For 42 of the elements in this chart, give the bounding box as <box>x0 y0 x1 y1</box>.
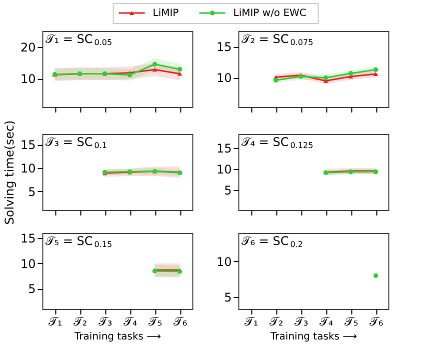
point <box>127 72 132 78</box>
x-tick-label: 𝒯₅ <box>148 314 162 328</box>
y-tick-label: 5 <box>224 290 232 304</box>
y-tick-label: 10 <box>216 254 232 269</box>
y-tick-label: 5 <box>28 282 36 296</box>
x-tick-label: 𝒯₁ <box>48 314 62 328</box>
x-tick-label: 𝒯₂ <box>73 314 88 328</box>
legend-label: LiMIP <box>152 8 179 19</box>
y-tick-label: 20 <box>20 40 36 54</box>
y-tick-label: 15 <box>20 232 36 246</box>
y-tick-label: 10 <box>20 162 36 176</box>
x-tick-label: 𝒯₄ <box>123 314 138 328</box>
y-tick-label: 10 <box>216 71 232 86</box>
y-tick-label: 5 <box>224 183 232 198</box>
x-tick-label: 𝒯₂ <box>269 314 284 328</box>
point <box>152 62 158 67</box>
x-tick-label: 𝒯₃ <box>294 314 308 328</box>
y-axis-title: Solving time(sec) <box>2 120 16 225</box>
y-tick-label: 15 <box>20 138 36 152</box>
point <box>177 72 182 76</box>
point <box>273 78 278 83</box>
x-tick-label: 𝒯₃ <box>98 314 112 328</box>
legend-label: LiMIP w/o EWC <box>233 8 306 19</box>
y-tick-label: 10 <box>216 162 232 176</box>
y-tick-label: 15 <box>216 40 232 54</box>
y-tick-label: 5 <box>28 184 36 199</box>
point <box>373 67 378 72</box>
x-tick-label: 𝒯₄ <box>319 314 334 328</box>
y-tick-label: 10 <box>20 72 36 86</box>
point <box>152 68 158 72</box>
x-tick-label: 𝒯₆ <box>369 314 384 328</box>
y-tick-label: 15 <box>216 141 232 156</box>
x-tick-label: 𝒯₆ <box>173 314 188 328</box>
y-tick-label: 10 <box>20 256 36 271</box>
point <box>323 75 328 80</box>
point <box>373 72 378 76</box>
point <box>348 71 354 76</box>
point <box>177 66 182 72</box>
x-tick-label: 𝒯₁ <box>244 314 258 328</box>
x-axis-title: Training tasks ⟶ <box>270 332 357 342</box>
x-axis-title: Training tasks ⟶ <box>74 332 161 342</box>
x-tick-label: 𝒯₅ <box>344 314 358 328</box>
